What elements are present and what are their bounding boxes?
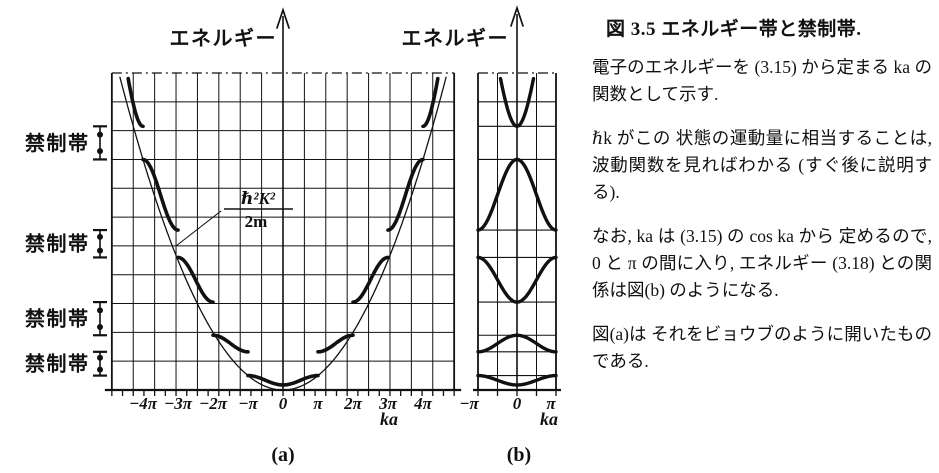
forbidden-band-label: 禁制帯 <box>25 233 90 256</box>
x-tick-label-b: 0 <box>513 394 522 413</box>
energy-band-a-4 <box>386 157 425 232</box>
energy-band-a-5 <box>421 76 440 129</box>
gap-bracket-dot <box>97 247 103 254</box>
subplot-label-b: (b) <box>507 444 531 466</box>
formula-leader-line <box>175 210 222 247</box>
formula-numerator: ℏ²K² <box>241 189 276 208</box>
gap-bracket-dot <box>97 131 103 138</box>
x-tick-label-a: −2π <box>199 394 228 413</box>
energy-band-a-2 <box>316 333 355 354</box>
ka-axis-label-a: ka <box>380 409 398 429</box>
gap-bracket-dot <box>97 366 103 373</box>
figure-title: 図 3.5 エネルギー帯と禁制帯. <box>606 19 862 40</box>
energy-band-a-2 <box>211 333 250 354</box>
subplot-label-a: (a) <box>271 444 294 466</box>
x-tick-label-a: 2π <box>343 394 363 413</box>
x-tick-label-b: −π <box>459 394 479 413</box>
ka-axis-label-b: ka <box>540 409 558 429</box>
energy-band-a-5 <box>126 76 145 129</box>
forbidden-band-label: 禁制帯 <box>25 308 90 331</box>
y-axis-arrowhead-b <box>510 5 524 27</box>
figure-caption-paragraph: なお, ka は (3.15) の cos ka から 定めるので, 0 と π… <box>592 226 932 300</box>
x-tick-label-b: π <box>546 394 556 413</box>
x-tick-label-a: 4π <box>413 394 433 413</box>
figure-caption: 図 3.5 エネルギー帯と禁制帯. 電子のエネルギーを (3.15) から定まる… <box>592 14 932 392</box>
energy-band-a-3 <box>351 255 390 304</box>
energy-axis-label-b: エネルギー <box>402 27 510 50</box>
formula-denominator: 2m <box>245 212 268 231</box>
forbidden-band-label: 禁制帯 <box>25 353 90 376</box>
gap-bracket-dot <box>97 233 103 240</box>
gap-bracket-dot <box>97 148 103 155</box>
energy-band-a-3 <box>176 255 215 304</box>
y-axis-arrowhead-a <box>276 7 290 29</box>
gap-bracket-dot <box>97 354 103 361</box>
figure-caption-paragraph: 電子のエネルギーを (3.15) から定まる ka の関数として示す. <box>592 57 932 104</box>
x-tick-label-a: 3π <box>378 394 398 413</box>
forbidden-band-label: 禁制帯 <box>25 132 90 155</box>
x-tick-label-a: −π <box>238 394 258 413</box>
energy-axis-label-a: エネルギー <box>170 27 278 50</box>
figure-caption-paragraph: ℏk がこの 状態の運動量に相当することは, 波動関数を見ればわかる (すぐ後に… <box>592 128 932 202</box>
x-tick-label-a: −3π <box>164 394 193 413</box>
figure-caption-body: 電子のエネルギーを (3.15) から定まる ka の関数として示す. ℏk がこ… <box>592 54 932 375</box>
x-tick-label-a: π <box>313 394 323 413</box>
x-tick-label-a: 0 <box>279 394 288 413</box>
figure-caption-paragraph: 図(a)は それをビョウブのように開いたものである. <box>592 324 932 371</box>
energy-band-a-4 <box>141 157 180 232</box>
x-tick-label-a: −4π <box>129 394 158 413</box>
gap-bracket-dot <box>97 323 103 330</box>
gap-bracket-dot <box>97 307 103 314</box>
